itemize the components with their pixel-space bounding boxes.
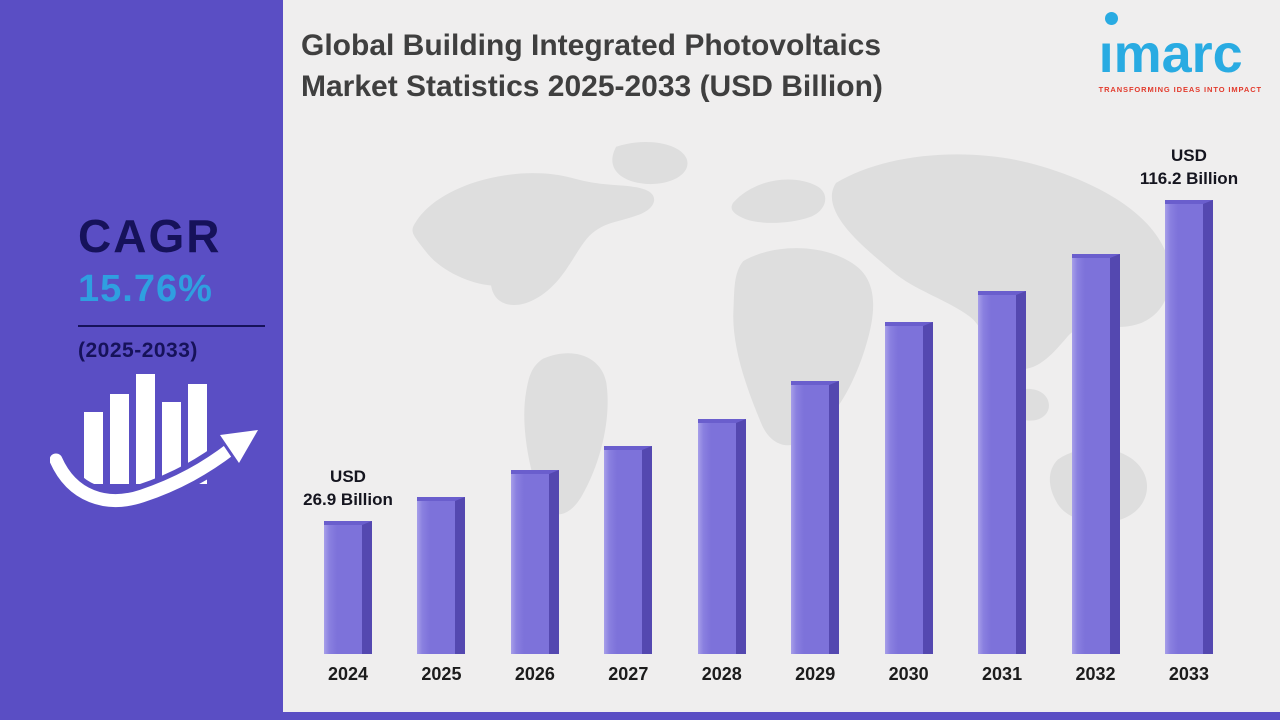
bar-chart: USD 26.9 Billion 2024 2025 2026 2027 2028 2029 2…	[303, 145, 1238, 684]
logo-dot-icon	[1104, 12, 1118, 25]
x-axis-label-2029: 2029	[795, 664, 836, 684]
chart-title-line2: Market Statistics 2025-2033 (USD Billion…	[301, 69, 883, 103]
x-axis-label-2028: 2028	[701, 664, 742, 684]
chart-canvas: Global Building Integrated Photovoltaics…	[283, 0, 1280, 720]
logo-wordmark: ımarc	[1098, 24, 1243, 84]
bar-2025	[417, 497, 466, 654]
bar-2030	[884, 322, 933, 654]
bar-2031	[978, 291, 1027, 654]
x-axis-label-2032: 2032	[1075, 664, 1116, 684]
x-axis-label-2025: 2025	[421, 664, 462, 684]
sidebar: CAGR 15.76% (2025-2033)	[0, 0, 283, 720]
bar-column-2032: 2032	[1064, 254, 1128, 684]
cagr-value: 15.76%	[78, 268, 213, 311]
bar-column-2029: 2029	[783, 381, 847, 684]
bar-2024	[324, 521, 372, 654]
bar-column-2030: 2030	[877, 322, 941, 684]
bar-column-2031: 2031	[970, 291, 1034, 684]
bar-column-2028: 2028	[690, 419, 754, 684]
bar-2027	[604, 446, 653, 654]
bar-2033	[1164, 200, 1213, 654]
x-axis-label-2024: 2024	[327, 664, 369, 684]
bar-2032	[1071, 254, 1120, 654]
growth-chart-icon	[50, 374, 262, 513]
cagr-divider	[78, 325, 265, 328]
bar-2026	[510, 470, 559, 654]
cagr-block: CAGR 15.76% (2025-2033)	[78, 212, 265, 363]
value-label-2033: USD 116.2 Billion	[1139, 146, 1239, 189]
chart-title-line1: Global Building Integrated Photovoltaics	[301, 29, 882, 62]
bar-column-2025: 2025	[409, 497, 473, 684]
bar-column-2024: USD 26.9 Billion 2024	[303, 466, 393, 684]
x-axis-label-2031: 2031	[982, 664, 1023, 684]
bottom-accent-strip	[0, 712, 1280, 720]
bar-column-2026: 2026	[503, 470, 567, 684]
cagr-period: (2025-2033)	[78, 339, 198, 363]
chart-title: Global Building Integrated Photovoltaics…	[301, 26, 883, 107]
x-axis-label-2027: 2027	[608, 664, 649, 684]
x-axis-label-2033: 2033	[1168, 664, 1209, 684]
bar-2029	[791, 381, 840, 654]
x-axis-label-2026: 2026	[514, 664, 555, 684]
x-axis-label-2030: 2030	[888, 664, 929, 684]
cagr-label: CAGR	[78, 210, 222, 262]
value-label-2024: USD 26.9 Billion	[303, 467, 393, 510]
bar-2028	[697, 419, 746, 654]
bar-column-2033: USD 116.2 Billion 2033	[1140, 145, 1238, 684]
bar-column-2027: 2027	[596, 446, 660, 684]
imarc-logo: ımarc TRANSFORMING IDEAS INTO IMPACT	[1099, 10, 1262, 94]
logo-tagline: TRANSFORMING IDEAS INTO IMPACT	[1098, 85, 1262, 94]
